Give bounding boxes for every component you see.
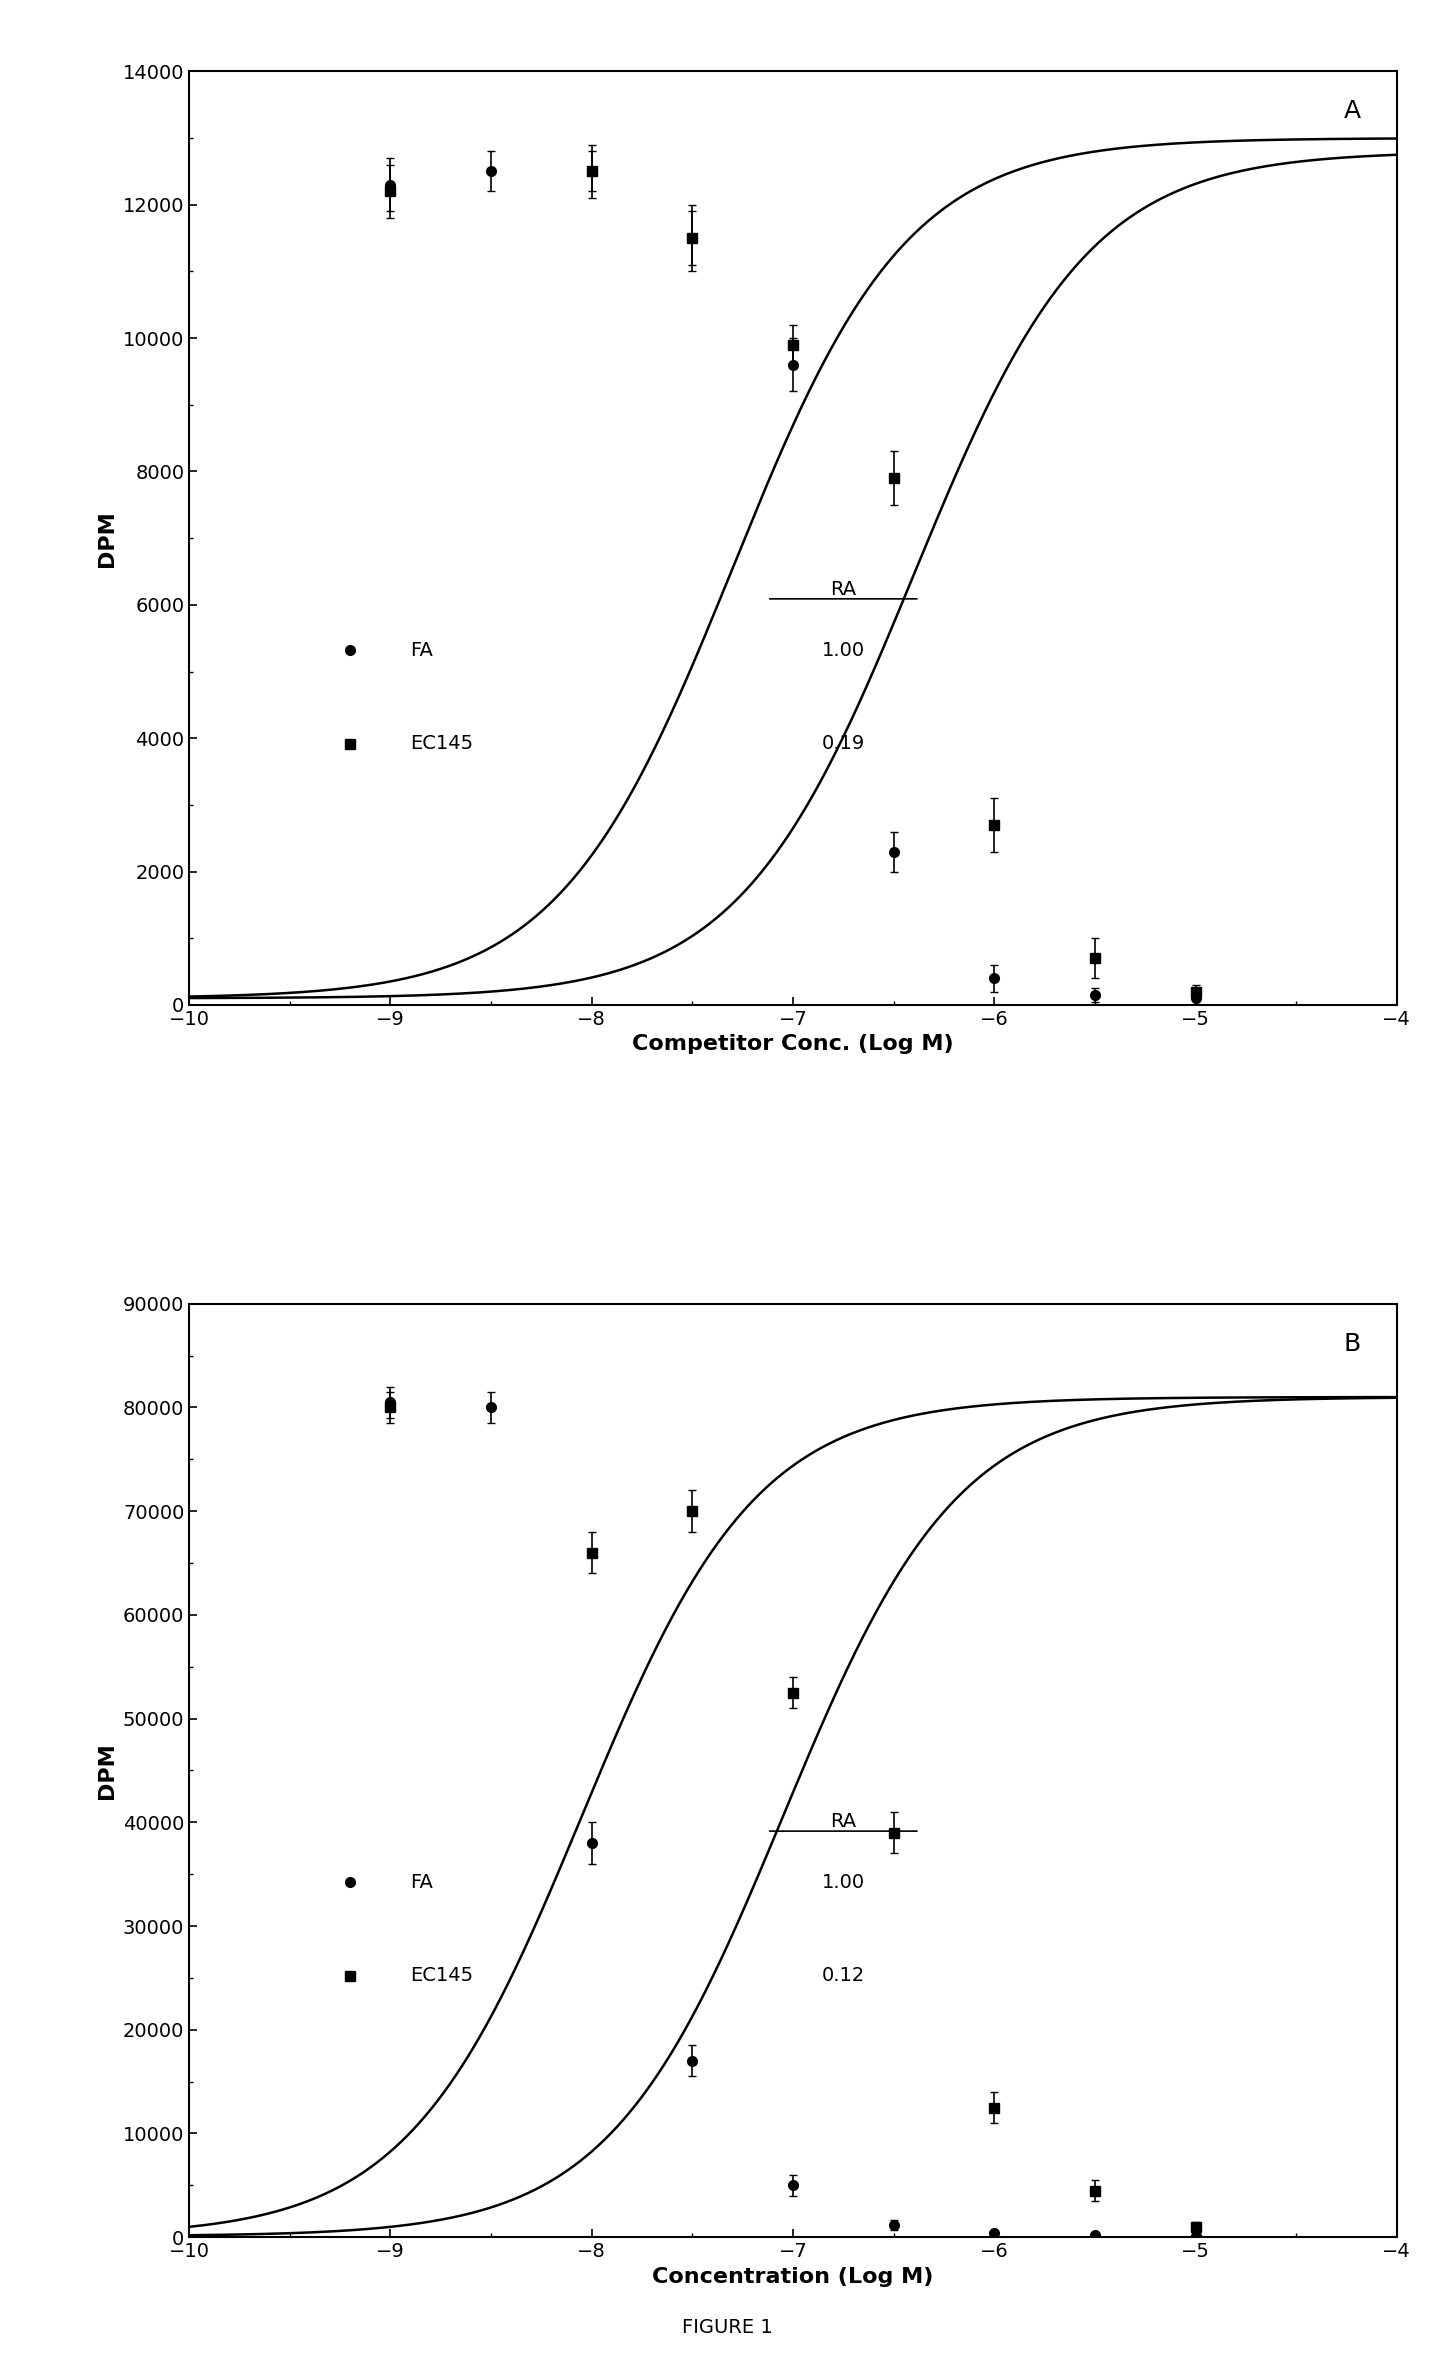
X-axis label: Competitor Conc. (Log M): Competitor Conc. (Log M): [631, 1035, 954, 1054]
Text: FA: FA: [410, 640, 434, 659]
Text: RA: RA: [831, 1811, 857, 1830]
Text: RA: RA: [831, 581, 857, 600]
Text: B: B: [1343, 1333, 1360, 1357]
Text: 1.00: 1.00: [822, 640, 864, 659]
Text: FA: FA: [410, 1873, 434, 1892]
Y-axis label: DPM: DPM: [97, 509, 118, 566]
Text: EC145: EC145: [410, 1966, 474, 1985]
Text: A: A: [1343, 100, 1360, 124]
Text: 1.00: 1.00: [822, 1873, 864, 1892]
Text: FIGURE 1: FIGURE 1: [682, 2318, 773, 2337]
Text: 0.19: 0.19: [822, 733, 864, 752]
X-axis label: Concentration (Log M): Concentration (Log M): [652, 2266, 934, 2287]
Text: 0.12: 0.12: [822, 1966, 864, 1985]
Y-axis label: DPM: DPM: [97, 1742, 118, 1799]
Text: EC145: EC145: [410, 733, 474, 752]
